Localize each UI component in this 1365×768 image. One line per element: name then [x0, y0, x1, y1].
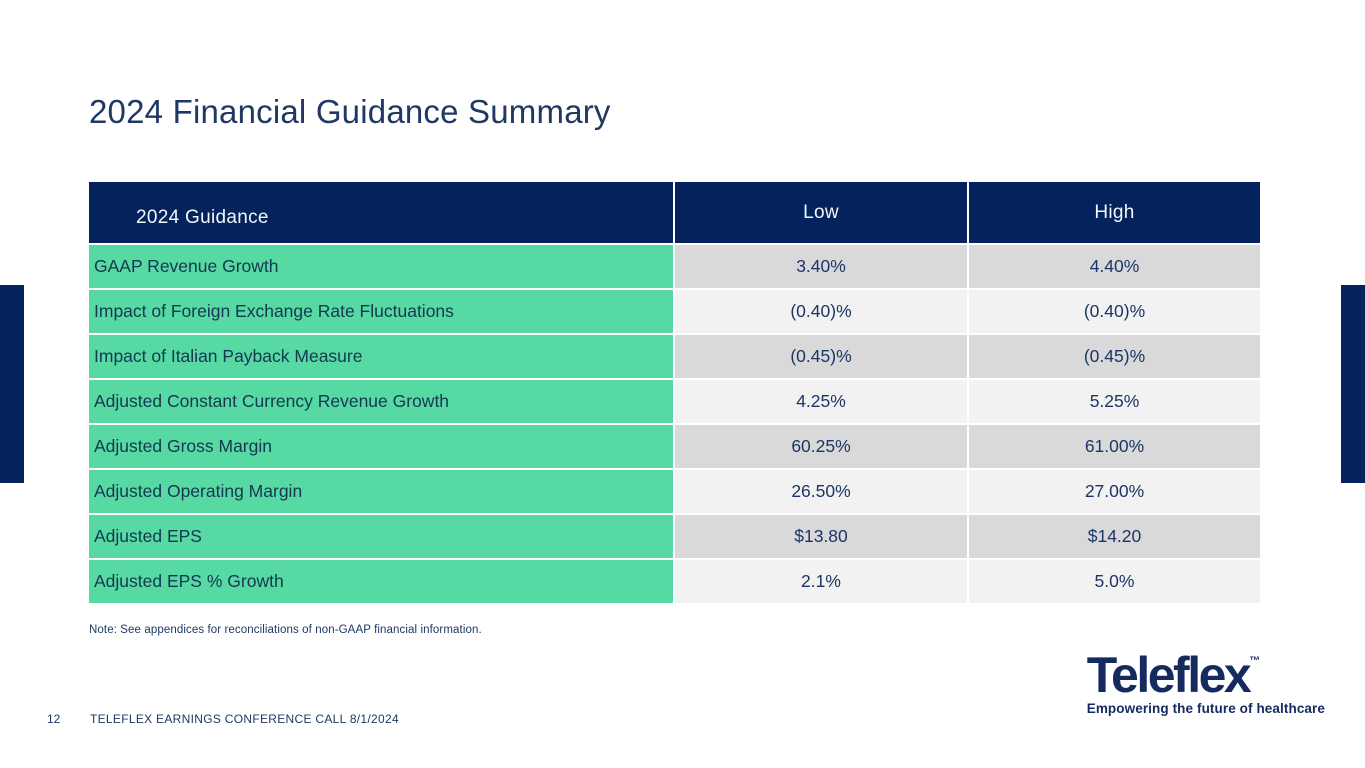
low-value: (0.45)%: [673, 333, 967, 378]
header-row: 2024 Guidance Low High: [89, 182, 1260, 243]
guidance-table-header: 2024 Guidance Low High: [89, 182, 1260, 243]
row-label: Adjusted Operating Margin: [89, 468, 673, 513]
row-label: Adjusted EPS % Growth: [89, 558, 673, 603]
logo-tagline: Empowering the future of healthcare: [1086, 701, 1325, 716]
high-value: 4.40%: [967, 243, 1260, 288]
row-label: Impact of Foreign Exchange Rate Fluctuat…: [89, 288, 673, 333]
column-header-guidance: 2024 Guidance: [89, 182, 673, 243]
row-label: Adjusted EPS: [89, 513, 673, 558]
row-label: GAAP Revenue Growth: [89, 243, 673, 288]
high-value: $14.20: [967, 513, 1260, 558]
high-value: (0.40)%: [967, 288, 1260, 333]
low-value: 26.50%: [673, 468, 967, 513]
low-value: 4.25%: [673, 378, 967, 423]
guidance-table: 2024 Guidance Low High GAAP Revenue Grow…: [89, 182, 1260, 603]
row-label: Adjusted Gross Margin: [89, 423, 673, 468]
high-value: 5.25%: [967, 378, 1260, 423]
table-row: Adjusted Operating Margin 26.50% 27.00%: [89, 468, 1260, 513]
slide-title: 2024 Financial Guidance Summary: [89, 93, 611, 130]
logo-brand-text: Teleflex: [1086, 647, 1252, 703]
footnote: Note: See appendices for reconciliations…: [89, 624, 482, 636]
column-header-low: Low: [673, 182, 967, 243]
low-value: 3.40%: [673, 243, 967, 288]
low-value: 60.25%: [673, 423, 967, 468]
high-value: 5.0%: [967, 558, 1260, 603]
right-accent-bar: [1341, 285, 1365, 483]
low-value: 2.1%: [673, 558, 967, 603]
table-row: Adjusted EPS % Growth 2.1% 5.0%: [89, 558, 1260, 603]
column-header-high: High: [967, 182, 1260, 243]
table-row: Impact of Italian Payback Measure (0.45)%…: [89, 333, 1260, 378]
table-row: Adjusted Constant Currency Revenue Growt…: [89, 378, 1260, 423]
guidance-table-body: GAAP Revenue Growth 3.40% 4.40% Impact of F…: [89, 243, 1260, 603]
table-row: GAAP Revenue Growth 3.40% 4.40%: [89, 243, 1260, 288]
low-value: $13.80: [673, 513, 967, 558]
high-value: 61.00%: [967, 423, 1260, 468]
page-number: 12: [47, 712, 61, 726]
low-value: (0.40)%: [673, 288, 967, 333]
trademark-symbol: ™: [1249, 655, 1261, 667]
high-value: 27.00%: [967, 468, 1260, 513]
row-label: Adjusted Constant Currency Revenue Growt…: [89, 378, 673, 423]
teleflex-logo-wordmark: Teleflex™: [1087, 650, 1325, 700]
table-row: Adjusted EPS $13.80 $14.20: [89, 513, 1260, 558]
high-value: (0.45)%: [967, 333, 1260, 378]
table-row: Adjusted Gross Margin 60.25% 61.00%: [89, 423, 1260, 468]
footer-text: TELEFLEX EARNINGS CONFERENCE CALL 8/1/20…: [90, 712, 399, 726]
table-row: Impact of Foreign Exchange Rate Fluctuat…: [89, 288, 1260, 333]
left-accent-bar: [0, 285, 24, 483]
row-label: Impact of Italian Payback Measure: [89, 333, 673, 378]
teleflex-logo: Teleflex™ Empowering the future of healt…: [1087, 650, 1325, 716]
